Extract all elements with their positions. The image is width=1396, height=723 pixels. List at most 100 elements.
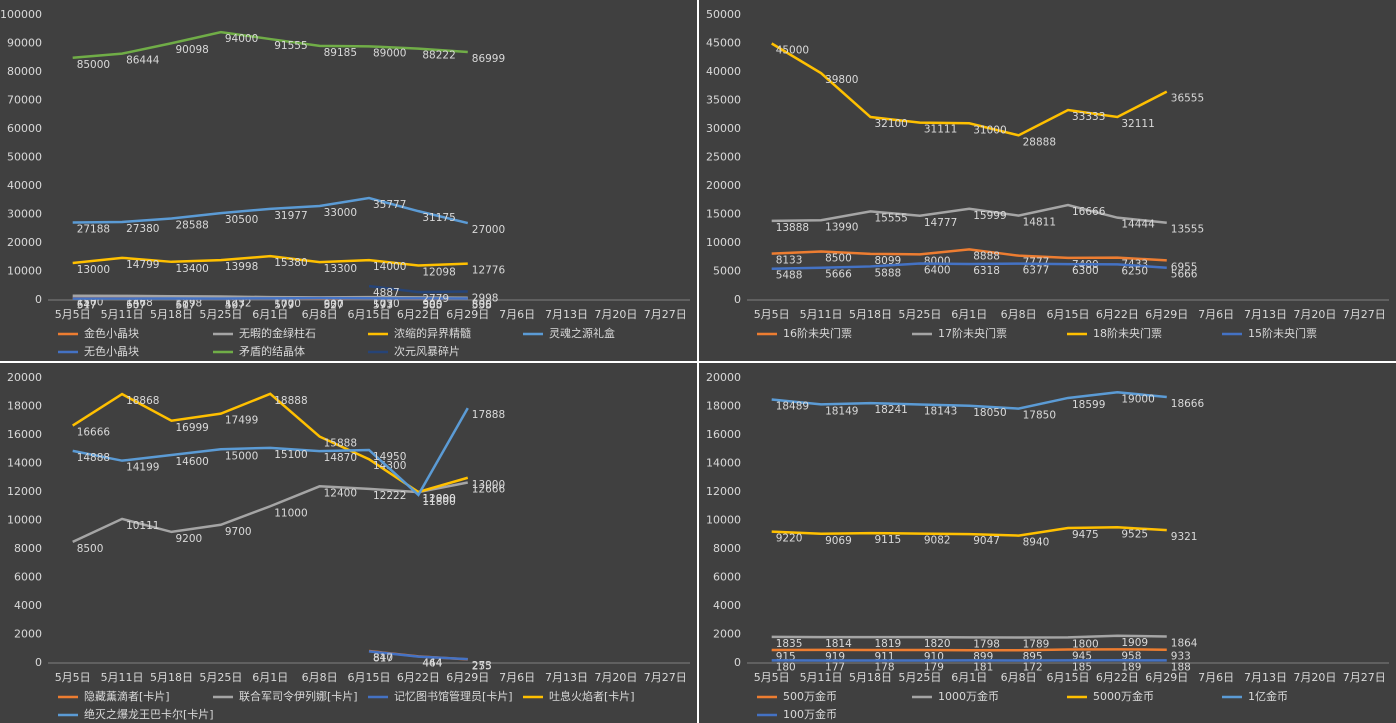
data-label: 900 [422, 298, 442, 310]
x-tick-label: 5月5日 [55, 671, 91, 684]
data-label: 18143 [924, 405, 957, 417]
y-tick-label: 8000 [713, 542, 741, 555]
series-line [771, 262, 1167, 270]
x-tick-label: 6月8日 [302, 671, 338, 684]
x-tick-label: 7月13日 [545, 308, 588, 321]
panel [0, 363, 697, 723]
panel [0, 0, 697, 361]
y-tick-label: 0 [35, 293, 42, 306]
legend-label: 1亿金币 [1248, 689, 1288, 703]
data-label: 16666 [77, 427, 111, 439]
y-tick-label: 45000 [706, 37, 741, 50]
x-tick-label: 6月8日 [1001, 671, 1037, 684]
data-label: 15888 [324, 438, 357, 450]
series-line [72, 407, 469, 497]
data-label: 31175 [422, 212, 455, 224]
data-label: 15100 [274, 449, 307, 461]
data-label: 86444 [126, 55, 160, 67]
y-tick-label: 10000 [7, 265, 42, 278]
y-tick-label: 40000 [7, 179, 42, 192]
x-tick-label: 7月27日 [1343, 308, 1386, 321]
data-label: 497 [225, 300, 245, 312]
y-tick-label: 50000 [7, 151, 42, 164]
data-label: 18241 [874, 404, 907, 416]
legend-label: 无暇的金绿柱石 [239, 326, 316, 340]
data-label: 800 [472, 299, 492, 311]
y-tick-label: 15000 [706, 208, 741, 221]
x-tick-label: 5月25日 [898, 671, 941, 684]
data-label: 189 [1121, 661, 1141, 673]
data-label: 444 [422, 658, 442, 670]
legend-label: 浓缩的异界精髓 [394, 326, 471, 340]
x-tick-label: 6月22日 [1096, 308, 1139, 321]
data-label: 18489 [776, 401, 809, 413]
data-label: 556 [472, 299, 492, 311]
x-tick-label: 6月8日 [302, 308, 338, 321]
x-tick-label: 5月11日 [800, 671, 843, 684]
data-label: 1819 [874, 638, 901, 650]
data-label: 1000 [274, 298, 301, 310]
y-tick-label: 18000 [7, 400, 42, 413]
y-tick-label: 20000 [706, 179, 741, 192]
data-label: 19000 [1121, 393, 1154, 405]
data-label: 14888 [77, 452, 110, 464]
y-tick-label: 20000 [7, 371, 42, 384]
y-tick-label: 80000 [7, 65, 42, 78]
data-label: 1798 [973, 638, 1000, 650]
x-tick-label: 6月29日 [446, 671, 489, 684]
y-tick-label: 18000 [706, 400, 741, 413]
y-tick-label: 6000 [713, 571, 741, 584]
panel [699, 0, 1396, 361]
x-tick-label: 6月22日 [397, 671, 440, 684]
data-label: 178 [874, 661, 894, 673]
data-label: 1909 [1121, 637, 1148, 649]
data-label: 5666 [825, 269, 852, 281]
x-tick-label: 7月6日 [499, 308, 535, 321]
series-line [72, 254, 468, 267]
series-line [771, 248, 1167, 262]
legend-label: 隐藏薰滴者[卡片] [84, 689, 170, 703]
data-label: 85000 [77, 59, 110, 71]
x-tick-label: 5月11日 [800, 308, 843, 321]
legend-label: 吐息火焰者[卡片] [549, 689, 635, 703]
legend-label: 5000万金币 [1093, 689, 1154, 703]
y-tick-label: 2000 [713, 628, 741, 641]
data-label: 33000 [324, 207, 357, 219]
x-tick-label: 5月25日 [898, 308, 941, 321]
x-tick-label: 5月5日 [55, 308, 91, 321]
x-tick-label: 5月18日 [849, 308, 892, 321]
data-label: 12400 [324, 487, 357, 499]
x-tick-label: 5月18日 [849, 671, 892, 684]
y-tick-label: 10000 [706, 236, 741, 249]
series-line [771, 526, 1167, 537]
y-tick-label: 2000 [14, 628, 42, 641]
legend-label: 无色小晶块 [84, 344, 139, 358]
data-label: 14199 [126, 462, 159, 474]
x-tick-label: 7月13日 [545, 671, 588, 684]
x-tick-label: 7月27日 [644, 308, 687, 321]
legend-label: 记忆图书馆管理员[卡片] [394, 689, 513, 703]
data-label: 464 [422, 657, 442, 669]
data-label: 9069 [825, 535, 852, 547]
data-label: 13000 [472, 479, 505, 491]
y-tick-label: 5000 [713, 265, 741, 278]
legend-label: 16阶未央门票 [783, 326, 852, 340]
x-tick-label: 5月11日 [101, 671, 144, 684]
x-tick-label: 6月1日 [252, 671, 288, 684]
data-label: 6377 [1023, 265, 1050, 277]
data-label: 180 [776, 661, 796, 673]
data-label: 12666 [472, 484, 506, 496]
data-label: 13998 [225, 261, 258, 273]
data-label: 86999 [472, 53, 505, 65]
legend-label: 500万金币 [783, 689, 837, 703]
series-line [771, 390, 1167, 410]
data-label: 933 [1171, 651, 1191, 663]
series-line [368, 650, 468, 661]
data-label: 14811 [1023, 217, 1056, 229]
data-label: 89000 [373, 47, 406, 59]
data-label: 185 [1072, 661, 1092, 673]
y-tick-label: 0 [734, 656, 741, 669]
data-label: 9700 [225, 526, 252, 538]
data-label: 507 [225, 300, 245, 312]
data-label: 13990 [825, 221, 858, 233]
